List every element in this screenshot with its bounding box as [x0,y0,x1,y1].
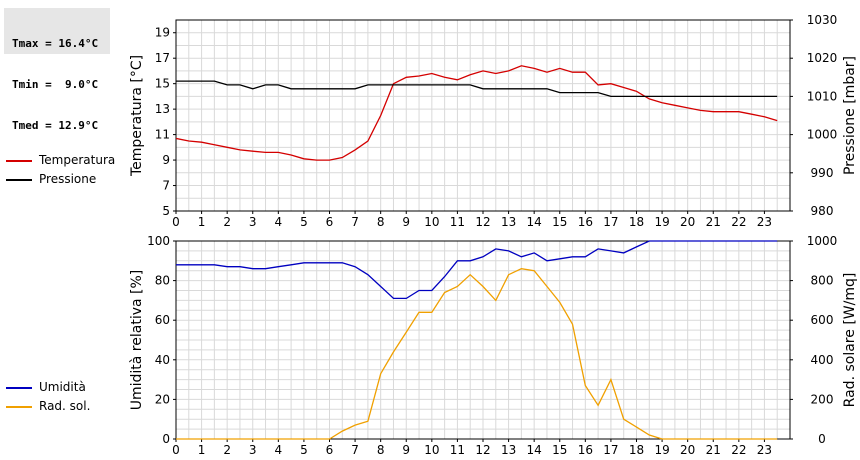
x-tick-label: 3 [249,443,257,457]
x-tick-label: 13 [501,215,516,229]
x-tick-label: 10 [424,215,439,229]
stat-tmax: Tmax = 16.4°C [12,37,99,50]
y-axis-title: Umidità relativa [%] [129,270,145,411]
x-tick-label: 22 [731,443,746,457]
legend-swatch-umidita [6,387,32,389]
y-tick-label: 5 [162,204,170,218]
legend-swatch-radsol [6,406,32,408]
x-tick-label: 9 [402,215,410,229]
x-tick-label: 17 [603,215,618,229]
y-tick-label: 100 [147,234,170,248]
y-tick-label: 19 [155,26,170,40]
y-tick-label: 20 [155,392,170,406]
grid-temp-pressure [175,19,791,212]
y-tick-label: 0 [162,432,170,446]
x-tick-label: 14 [527,443,542,457]
x-tick-label: 16 [578,443,593,457]
y2-tick-label: 1000 [807,234,838,248]
x-tick-label: 5 [300,215,308,229]
y2-tick-label: 1010 [807,89,838,103]
y2-tick-label: 400 [811,353,834,367]
x-tick-label: 5 [300,443,308,457]
x-tick-label: 6 [326,443,334,457]
y2-tick-label: 1020 [807,51,838,65]
x-tick-label: 15 [552,443,567,457]
x-tick-label: 7 [351,443,359,457]
y2-tick-label: 990 [811,166,834,180]
x-tick-label: 15 [552,215,567,229]
x-tick-label: 19 [654,443,669,457]
legend-label-radsol: Rad. sol. [39,399,91,413]
stats-box: Tmax = 16.4°C Tmin = 9.0°C Tmed = 12.9°C [4,8,110,132]
panel-temp-pressure: 0 1 2 3 4 5 6 7 8 9 10 11 12 13 14 15 16 17 18 19 20 21 22 2357… [129,13,858,229]
x-tick-label: 17 [603,443,618,457]
grid-humidity-radiation [175,240,791,440]
y2-axis-title: Pressione [mbar] [842,56,858,175]
x-tick-label: 20 [680,215,695,229]
x-tick-label: 2 [223,443,231,457]
series-line-umidit [176,240,778,300]
x-tick-label: 22 [731,215,746,229]
y2-tick-label: 1000 [807,128,838,142]
x-tick-label: 4 [275,215,283,229]
x-tick-label: 21 [706,443,721,457]
y-tick-label: 60 [155,313,170,327]
y-tick-label: 80 [155,274,170,288]
y2-axis-title: Rad. solare [W/mq] [842,273,858,408]
x-tick-label: 14 [527,215,542,229]
y2-tick-label: 200 [811,392,834,406]
x-tick-label: 18 [629,215,644,229]
x-tick-label: 11 [450,215,465,229]
x-tick-label: 23 [757,443,772,457]
x-tick-label: 0 [172,215,180,229]
y-tick-label: 15 [155,77,170,91]
y2-tick-label: 1030 [807,13,838,27]
legend-swatch-temperatura [6,160,32,162]
x-tick-label: 4 [275,443,283,457]
panel-humidity-radiation: 0 1 2 3 4 5 6 7 8 9 10 11 12 13 14 15 16 17 18 19 20 21 22 2302… [129,234,858,457]
y-tick-label: 7 [162,179,170,193]
x-tick-label: 21 [706,215,721,229]
x-tick-label: 16 [578,215,593,229]
x-tick-label: 2 [223,215,231,229]
x-tick-label: 1 [198,443,206,457]
series-line-temperatura [176,65,778,161]
x-tick-label: 3 [249,215,257,229]
x-tick-label: 0 [172,443,180,457]
legend-label-umidita: Umidità [39,380,86,394]
y2-tick-label: 800 [811,274,834,288]
y2-tick-label: 600 [811,313,834,327]
y-axis-title: Temperatura [°C] [129,55,145,177]
x-tick-label: 23 [757,215,772,229]
y-tick-label: 40 [155,353,170,367]
x-tick-label: 10 [424,443,439,457]
y2-tick-label: 0 [818,432,826,446]
x-tick-label: 12 [475,215,490,229]
series-line-rad-sol [176,268,778,440]
y-tick-label: 9 [162,153,170,167]
x-tick-label: 6 [326,215,334,229]
y-tick-label: 11 [155,128,170,142]
series-line-pressione [176,80,778,98]
x-tick-label: 1 [198,215,206,229]
stat-tmin: Tmin = 9.0°C [12,78,99,91]
y2-tick-label: 980 [811,204,834,218]
y-tick-label: 17 [155,51,170,65]
x-tick-label: 11 [450,443,465,457]
legend-label-pressione: Pressione [39,172,97,186]
x-tick-label: 20 [680,443,695,457]
x-tick-label: 19 [654,215,669,229]
stat-tmed: Tmed = 12.9°C [12,119,99,132]
y-tick-label: 13 [155,102,170,116]
legend-swatch-pressione [6,179,32,181]
x-tick-label: 8 [377,215,385,229]
x-tick-label: 18 [629,443,644,457]
legend-label-temperatura: Temperatura [39,153,116,167]
x-tick-label: 9 [402,443,410,457]
x-tick-label: 13 [501,443,516,457]
x-tick-label: 7 [351,215,359,229]
x-tick-label: 12 [475,443,490,457]
x-tick-label: 8 [377,443,385,457]
